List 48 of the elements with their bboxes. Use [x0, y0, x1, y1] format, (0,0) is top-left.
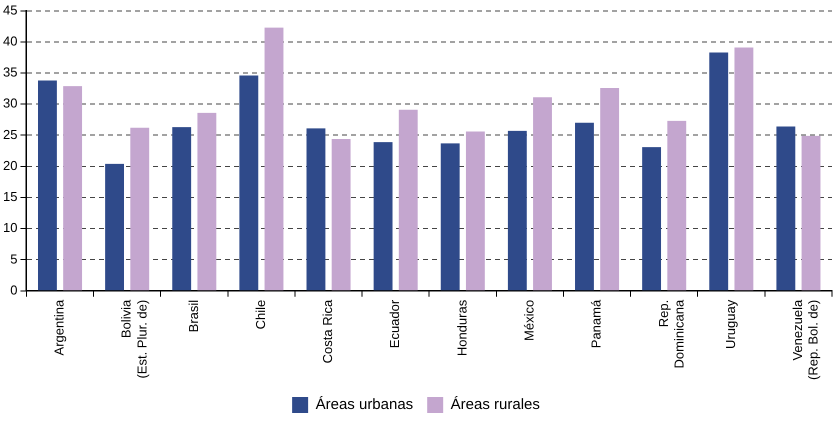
bar: [734, 48, 754, 290]
x-tick-label: Rep. Dominicana: [656, 299, 686, 368]
x-tick-label: Panamá: [588, 299, 604, 348]
bar: [374, 142, 393, 290]
bar: [306, 128, 326, 290]
y-tick-label: 5: [10, 251, 18, 266]
bar: [105, 164, 124, 290]
bar: [600, 88, 620, 290]
y-tick-label: 25: [2, 126, 18, 142]
bar: [264, 28, 284, 290]
legend-label: Áreas urbanas: [316, 395, 414, 414]
bar: [130, 128, 150, 290]
bar: [802, 136, 820, 290]
bar: [197, 112, 216, 290]
x-tick-label: Chile: [252, 300, 268, 330]
y-tick-label: 30: [2, 96, 18, 111]
y-tick-label: 40: [2, 33, 18, 48]
y-tick-label: 20: [2, 158, 18, 173]
x-tick-label: Honduras: [454, 299, 470, 356]
x-tick-label: Uruguay: [722, 299, 738, 349]
bar: [38, 80, 57, 290]
bar: [642, 147, 662, 290]
x-tick-label: Ecuador: [387, 299, 402, 348]
bar: [63, 86, 82, 290]
bar: [172, 127, 192, 290]
bar: [667, 120, 686, 290]
bar: [533, 97, 552, 290]
x-tick-label: Argentina: [52, 299, 67, 356]
y-tick-label: 15: [2, 189, 18, 204]
bar: [575, 122, 594, 290]
bar: [239, 76, 258, 290]
y-tick-label: 0: [10, 282, 18, 298]
y-tick-label: 45: [2, 2, 18, 18]
bar: [709, 52, 728, 290]
x-tick-label: Bolivia (Est. Plur. de): [118, 299, 150, 379]
bar: [440, 143, 460, 290]
y-tick-label: 10: [2, 220, 18, 236]
y-tick-label: 35: [2, 64, 18, 80]
x-tick-label: México: [522, 300, 536, 341]
bar: [398, 110, 418, 290]
x-tick-label: Brasil: [186, 300, 201, 332]
bar: [776, 126, 796, 290]
x-tick-label: Costa Rica: [320, 299, 336, 364]
legend-label: Áreas rurales: [450, 395, 540, 414]
bar: [466, 132, 485, 290]
bar: [508, 130, 527, 290]
x-tick-label: Venezuela (Rep. Bol. de): [790, 299, 821, 380]
bar: [332, 138, 351, 290]
